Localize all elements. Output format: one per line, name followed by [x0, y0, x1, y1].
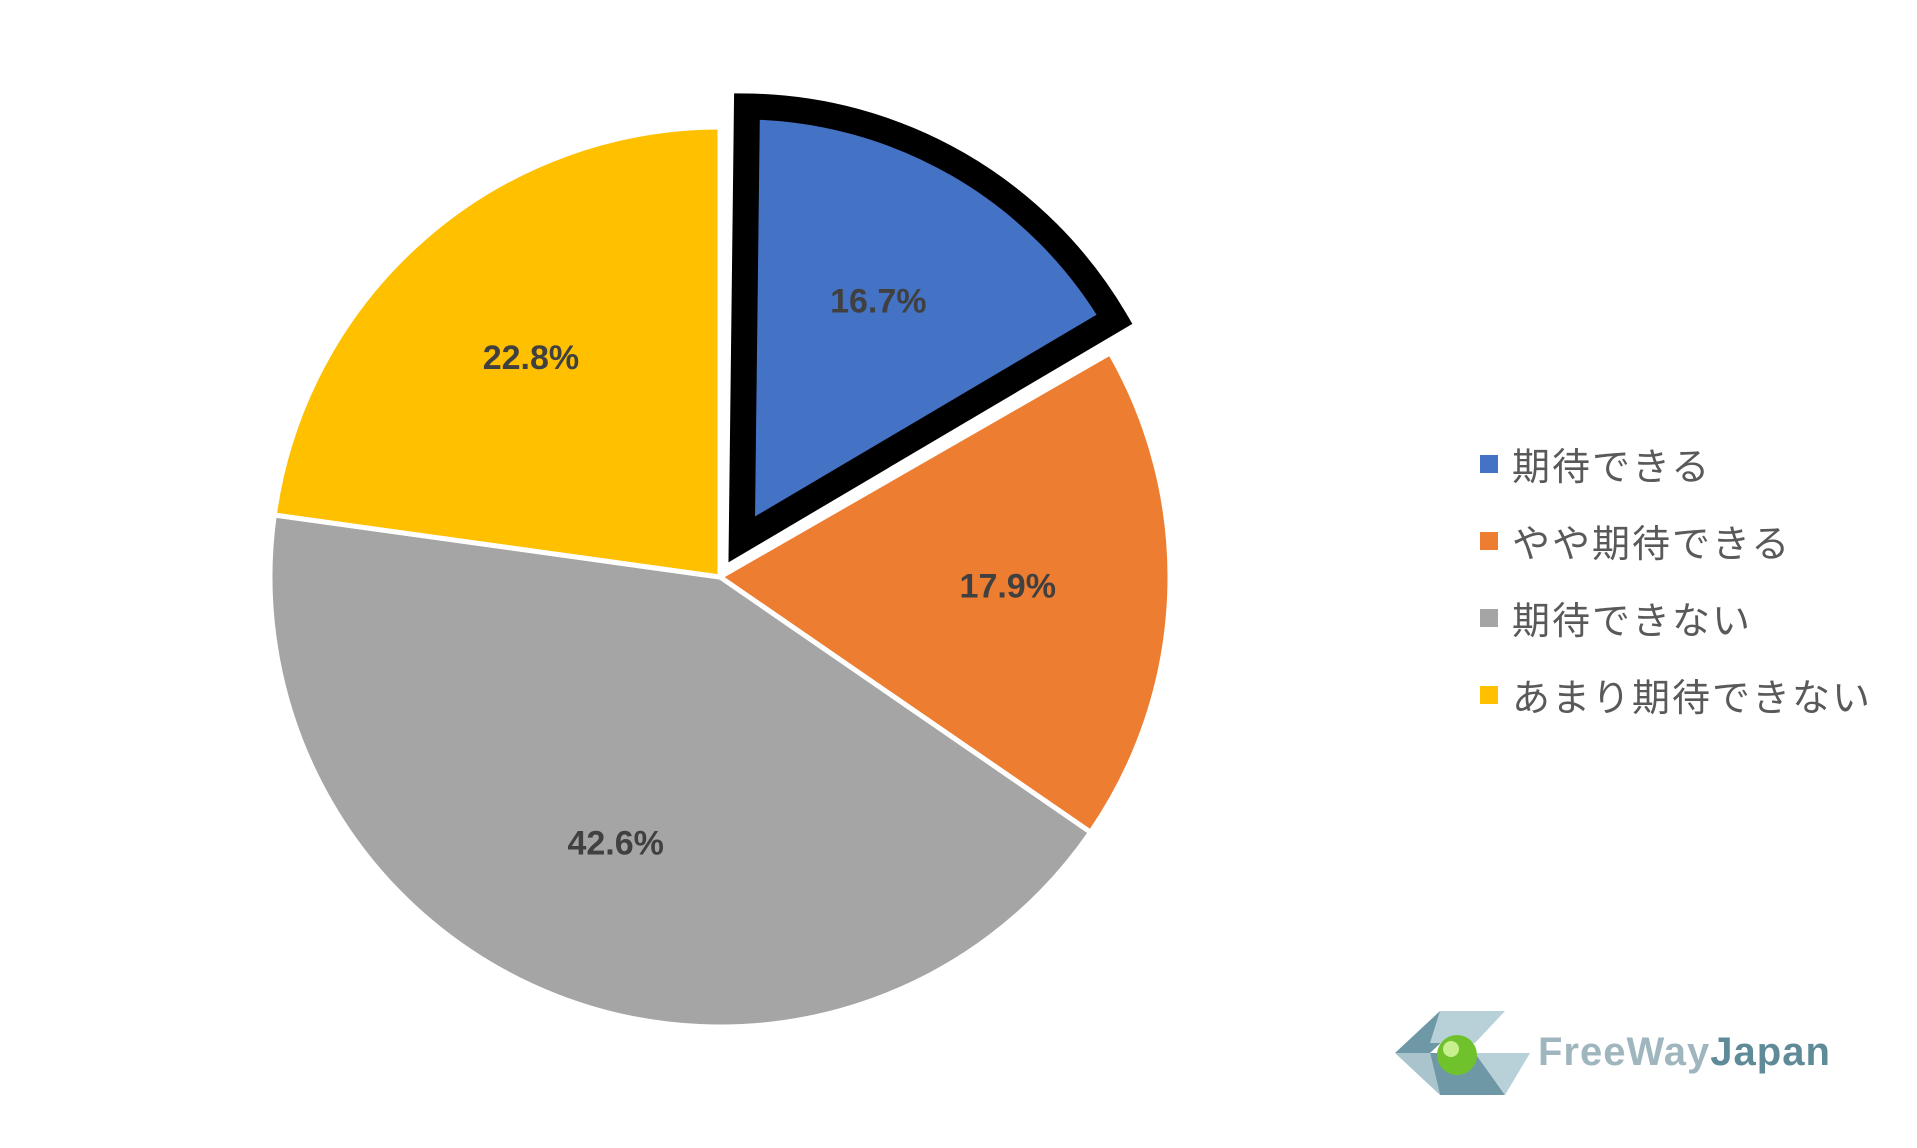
legend-swatch	[1480, 454, 1498, 473]
freewayjapan-logo: FreeWayJapan	[1395, 1000, 1865, 1105]
pie-slice	[267, 512, 1095, 1030]
legend-label: 期待できる	[1512, 445, 1712, 489]
logo-text-japan: Japan	[1710, 1030, 1831, 1074]
legend-label: 期待できない	[1512, 599, 1753, 643]
legend-item: 期待できる	[1480, 425, 1900, 502]
pie-data-label: 22.8%	[483, 339, 579, 377]
logo-text: FreeWayJapan	[1538, 1030, 1831, 1075]
pie-data-label: 16.7%	[830, 282, 926, 320]
legend-item: 期待できない	[1480, 579, 1900, 656]
legend-swatch	[1480, 608, 1498, 627]
legend-label: やや期待できる	[1512, 522, 1792, 566]
legend-item: あまり期待できない	[1480, 656, 1900, 733]
chart-legend: 期待できる やや期待できる 期待できない あまり期待できない	[1480, 425, 1900, 733]
pie-data-labels: 16.7% 17.9% 42.6% 22.8%	[483, 282, 1056, 862]
legend-swatch	[1480, 531, 1498, 550]
pie-slice	[715, 349, 1173, 836]
pie-data-label: 42.6%	[567, 824, 663, 862]
legend-swatch	[1480, 685, 1498, 704]
pie-slice-highlight-border	[728, 93, 1133, 563]
logo-text-freeway: FreeWay	[1538, 1030, 1711, 1074]
pie-data-label: 17.9%	[960, 568, 1056, 606]
legend-label: あまり期待できない	[1512, 676, 1873, 720]
pie-slices	[267, 93, 1173, 1030]
logo-mark-icon	[1395, 1010, 1530, 1095]
legend-item: やや期待できる	[1480, 502, 1900, 579]
pie-slice	[271, 124, 723, 580]
